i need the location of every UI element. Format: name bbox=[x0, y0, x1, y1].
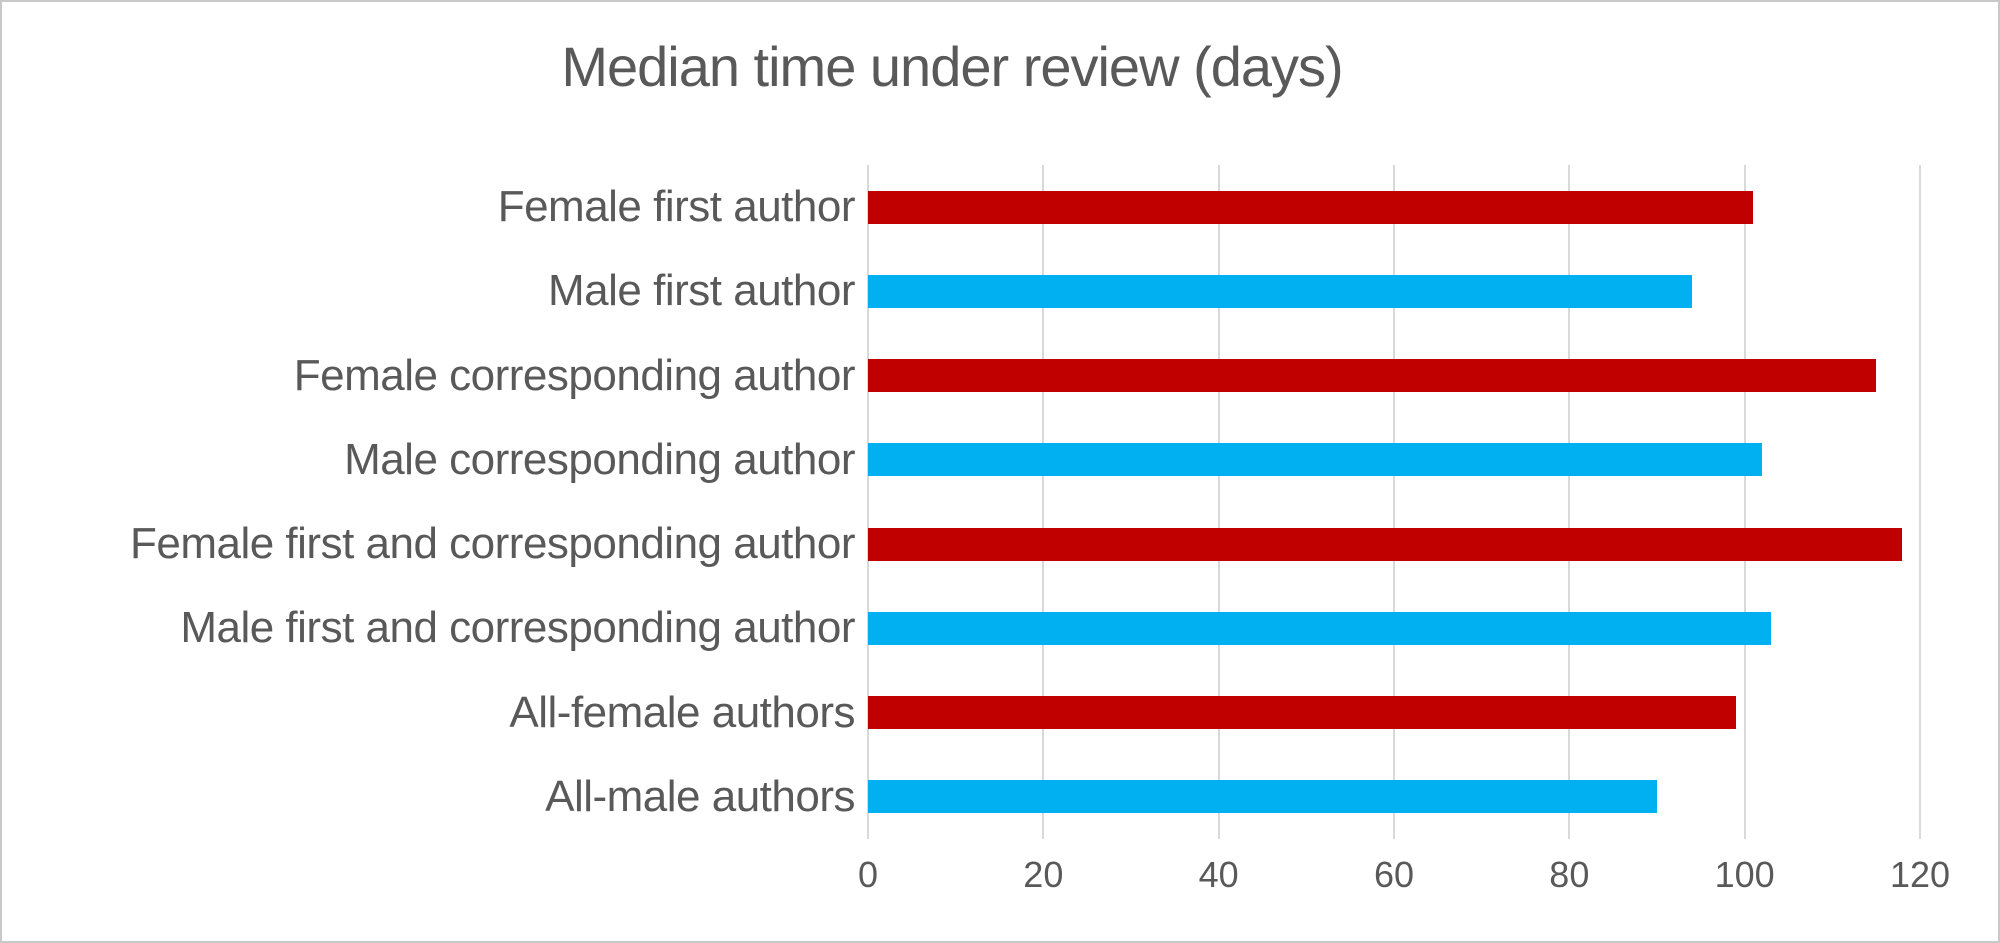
x-axis-tick-label: 60 bbox=[1373, 854, 1415, 895]
bar bbox=[868, 696, 1736, 730]
gridline bbox=[1393, 165, 1395, 839]
plot-area bbox=[867, 165, 1921, 839]
category-label: All-female authors bbox=[509, 687, 855, 737]
bar bbox=[868, 611, 1771, 645]
category-axis: Female first author Male first author Fema… bbox=[2, 165, 856, 839]
x-axis-tick-label: 20 bbox=[1023, 854, 1064, 895]
chart-title: Median time under review (days) bbox=[561, 35, 1343, 98]
x-axis-tick-label: 40 bbox=[1198, 854, 1239, 895]
category-label: Female first author bbox=[497, 182, 856, 232]
gridline bbox=[867, 165, 869, 839]
category-label: Male first and corresponding author bbox=[180, 603, 855, 653]
bar bbox=[868, 780, 1657, 814]
bar bbox=[868, 190, 1754, 224]
x-axis-tick-label: 100 bbox=[1714, 854, 1775, 895]
category-label: Male first author bbox=[548, 266, 855, 316]
bar bbox=[868, 274, 1693, 308]
x-axis-tick-label: 80 bbox=[1549, 854, 1590, 895]
category-label: All-male authors bbox=[545, 771, 855, 821]
gridline bbox=[1743, 165, 1746, 839]
gridline bbox=[1568, 165, 1571, 839]
bar bbox=[868, 443, 1763, 477]
bar bbox=[868, 359, 1877, 393]
bar bbox=[868, 527, 1903, 561]
gridline bbox=[1919, 165, 1921, 839]
category-label: Female corresponding author bbox=[293, 350, 856, 400]
gridline bbox=[1042, 165, 1045, 839]
gridline bbox=[1217, 165, 1220, 839]
category-label: Male corresponding author bbox=[344, 434, 855, 484]
x-axis-tick-label: 0 bbox=[857, 854, 879, 895]
x-axis-tick-label: 120 bbox=[1889, 854, 1951, 895]
category-label: Female first and corresponding author bbox=[129, 519, 856, 569]
value-axis: 0 20 40 60 80 100 120 bbox=[858, 854, 1950, 898]
